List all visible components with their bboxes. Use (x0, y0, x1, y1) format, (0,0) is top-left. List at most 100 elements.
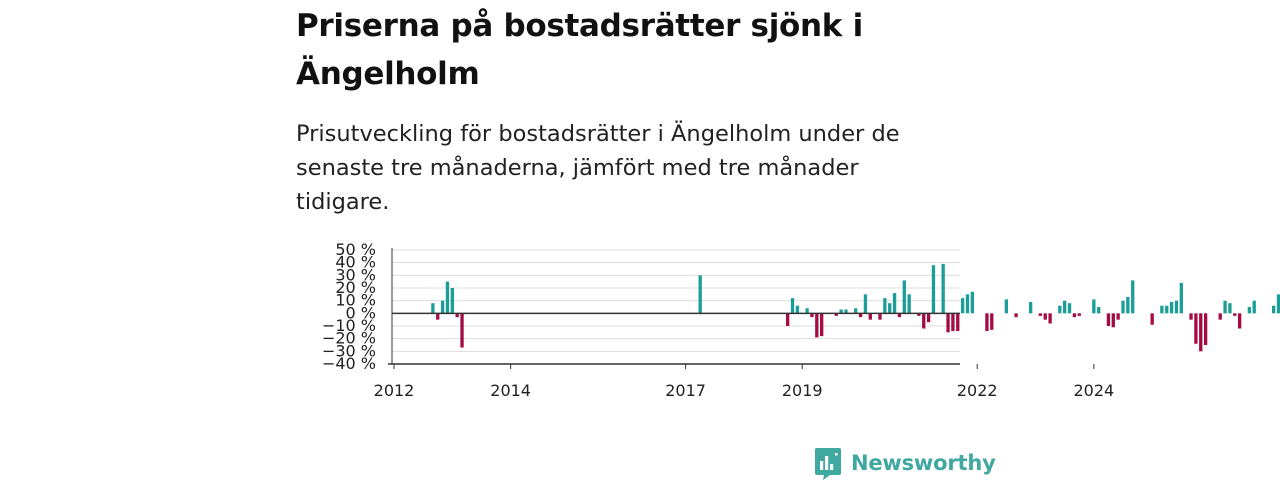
chart-title: Priserna på bostadsrätter sjönk i Ängelh… (296, 8, 863, 92)
brand-name: Newsworthy (851, 451, 996, 475)
y-tick-label: −10 % (322, 316, 376, 335)
axes (388, 248, 960, 365)
bar (1252, 300, 1256, 314)
bar (907, 294, 911, 314)
bar (460, 313, 464, 348)
bar (1111, 313, 1115, 328)
y-tick-label: −20 % (322, 329, 376, 348)
bar (1174, 300, 1179, 314)
bar (946, 313, 950, 333)
bar (1165, 305, 1169, 314)
bar (1150, 313, 1154, 325)
bar (892, 293, 897, 314)
bar (1194, 313, 1198, 344)
bar (815, 313, 819, 338)
bar (1218, 313, 1222, 320)
bar (1116, 313, 1120, 320)
bar (795, 305, 800, 314)
gridlines (392, 249, 960, 352)
bar (1276, 294, 1280, 314)
bar (985, 313, 989, 332)
bar (902, 280, 906, 314)
bar (858, 313, 863, 318)
bar (445, 281, 450, 314)
bar (834, 313, 838, 316)
y-tick-label: −40 % (322, 354, 376, 373)
x-tick-label: 2024 (1073, 381, 1114, 400)
bar (854, 308, 858, 314)
bar (897, 313, 902, 318)
bar (951, 313, 955, 332)
y-tick-label: 50 % (335, 240, 376, 259)
bar (786, 313, 790, 326)
bar (1126, 296, 1130, 314)
newsworthy-logo-icon (815, 447, 841, 480)
bar (1237, 313, 1242, 329)
bar-chart: 50 %40 %30 %20 %10 %0 %−10 %−20 %−30 %−4… (322, 240, 1280, 400)
bar (1106, 313, 1111, 326)
bar (922, 313, 926, 329)
brand-logo: Newsworthy (814, 446, 996, 480)
bar (839, 309, 843, 314)
y-tick-label: 40 % (335, 253, 376, 272)
bar (455, 313, 459, 318)
x-tick-label: 2014 (490, 381, 531, 400)
bar (1077, 313, 1081, 316)
bar (990, 313, 994, 330)
bar (1160, 305, 1164, 314)
bar (1179, 282, 1183, 314)
bar (1048, 313, 1052, 324)
x-axis-tick-labels: 2012 2014 2017 2019 2022 2024 (374, 364, 1114, 400)
bar (1092, 299, 1096, 314)
bar (1072, 313, 1077, 318)
bar (926, 313, 931, 323)
bar (941, 263, 945, 314)
bar (1121, 300, 1125, 314)
x-tick-label: 2017 (665, 381, 706, 400)
bar (1063, 300, 1067, 314)
bar (450, 288, 454, 314)
y-tick-label: 30 % (335, 265, 376, 284)
bar (810, 313, 814, 318)
bar (960, 298, 965, 314)
bar (1014, 313, 1018, 318)
bar (1189, 313, 1193, 320)
bar (1247, 307, 1252, 314)
x-tick-label: 2022 (957, 381, 998, 400)
y-tick-label: −30 % (322, 341, 376, 360)
bar (1067, 303, 1072, 314)
bar (878, 313, 882, 320)
bar (970, 291, 974, 314)
bar (1029, 301, 1033, 314)
bar (790, 298, 795, 314)
bar (698, 275, 702, 314)
bar (917, 313, 921, 316)
bar (1223, 300, 1227, 314)
bar (883, 298, 887, 314)
bar (1038, 313, 1043, 316)
bar (1004, 299, 1009, 314)
x-tick-label: 2012 (374, 381, 415, 400)
y-tick-label: 20 % (335, 278, 376, 297)
bar (1199, 313, 1203, 352)
x-tick-label: 2019 (782, 381, 823, 400)
bar (440, 300, 445, 314)
bar (1203, 313, 1208, 345)
bar (863, 294, 868, 314)
y-tick-label: 10 % (335, 291, 376, 310)
bars (431, 263, 1280, 352)
bar (888, 303, 892, 314)
bar (1043, 313, 1047, 320)
bar (1131, 280, 1135, 314)
y-tick-label: 0 % (346, 303, 376, 322)
bar (868, 313, 872, 320)
bar (844, 309, 848, 314)
bar (1097, 307, 1101, 314)
bar (1228, 303, 1232, 314)
bar (931, 265, 936, 314)
chart-subtitle: Prisutveckling för bostadsrätter i Ängel… (296, 121, 900, 215)
bar (1058, 305, 1062, 314)
bar (805, 308, 809, 314)
bar (1233, 313, 1237, 316)
bar (820, 313, 824, 337)
